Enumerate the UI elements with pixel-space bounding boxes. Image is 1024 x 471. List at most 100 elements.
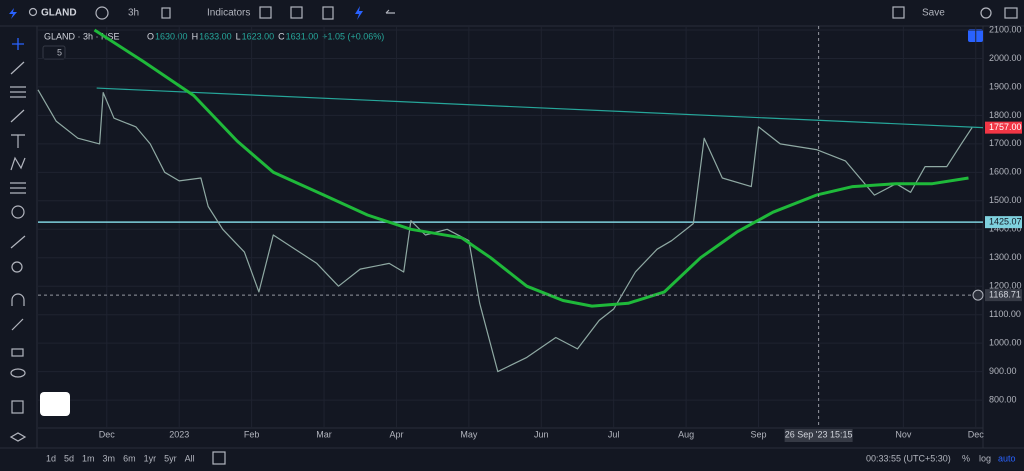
search-icon[interactable] <box>28 7 38 17</box>
x-tick-label: Apr <box>389 429 403 439</box>
interval[interactable]: 3h <box>128 8 139 19</box>
ohlc-value: 1630.00 <box>155 31 188 41</box>
y-tick-label: 900.00 <box>989 366 1017 376</box>
ohlc-key: H <box>192 31 199 41</box>
crosshair-y-label: 1168.71 <box>989 290 1021 300</box>
ohlc-key: C <box>278 31 285 41</box>
range-button[interactable]: All <box>185 453 195 463</box>
x-tick-label: 2023 <box>169 429 189 439</box>
undo-button[interactable] <box>385 9 395 14</box>
prediction-tool[interactable] <box>10 182 26 194</box>
stay-drawing-tool[interactable] <box>11 318 24 331</box>
indicator-toggle[interactable] <box>42 45 66 60</box>
y-tick-label: 2000.00 <box>989 53 1022 63</box>
change: +1.05 (+0.06%) <box>322 31 384 41</box>
auto-toggle[interactable]: auto <box>998 453 1016 463</box>
ohlc-key: O <box>147 31 154 41</box>
range-button[interactable]: 1d <box>46 453 56 463</box>
y-tick-label: 800.00 <box>989 394 1017 404</box>
range-button[interactable]: 1yr <box>144 453 157 463</box>
price-tag-label: 1757.00 <box>989 122 1022 132</box>
magnet-tool[interactable] <box>11 293 25 306</box>
y-tick-label: 1600.00 <box>989 167 1022 177</box>
hide-tool[interactable] <box>10 368 26 378</box>
y-tick-label: 1800.00 <box>989 110 1022 120</box>
crosshair-x-bg <box>784 429 853 442</box>
x-tick-label: Feb <box>244 429 260 439</box>
ohlc-value: 1633.00 <box>199 31 232 41</box>
legend-title: GLAND · 3h · NSE <box>44 31 120 41</box>
date-range-button[interactable] <box>212 451 226 465</box>
price-line <box>37 89 973 373</box>
range-button[interactable]: 6m <box>123 453 136 463</box>
y-tick-label: 1300.00 <box>989 252 1022 262</box>
measure-tool[interactable] <box>10 235 26 249</box>
trend-tool[interactable] <box>10 61 25 75</box>
ohlc-key: L <box>236 31 241 41</box>
symbol[interactable]: GLAND <box>41 8 77 19</box>
object-tree[interactable] <box>9 432 27 442</box>
y-tick-label: 1200.00 <box>989 281 1022 291</box>
screenshot-button[interactable] <box>1004 7 1018 19</box>
x-tick-label: Jul <box>608 429 620 439</box>
trash-button[interactable] <box>322 6 334 20</box>
ohlc-value: 1631.00 <box>286 31 319 41</box>
y-tick-label: 1900.00 <box>989 81 1022 91</box>
settings-button[interactable] <box>980 7 992 19</box>
add-alert[interactable] <box>972 289 984 301</box>
y-tick-label: 1500.00 <box>989 195 1022 205</box>
range-button[interactable]: 1m <box>82 453 95 463</box>
replay-button[interactable] <box>355 6 363 20</box>
clock: 00:33:55 (UTC+5:30) <box>866 453 951 463</box>
percent-toggle[interactable]: % <box>962 453 970 463</box>
x-tick-label: Mar <box>316 429 332 439</box>
bottom-bar: 1d 5d 1m 3m 6m 1yr 5yr All <box>46 453 195 463</box>
remove-tool[interactable] <box>11 400 24 414</box>
lock-tool[interactable] <box>11 348 24 357</box>
logo[interactable] <box>9 8 17 19</box>
drawing-tools <box>9 38 27 442</box>
log-toggle[interactable]: log <box>979 453 991 463</box>
price-tag-label: 1425.07 <box>989 217 1022 227</box>
pattern-tool[interactable] <box>10 156 26 171</box>
zoom-tool[interactable] <box>11 261 23 273</box>
tv-watermark <box>40 392 70 416</box>
x-tick-label: Nov <box>895 429 912 439</box>
text-tool[interactable] <box>11 134 25 148</box>
x-tick-label: Aug <box>678 429 694 439</box>
save-button[interactable]: Save <box>922 8 945 19</box>
x-tick-label: Dec <box>99 429 116 439</box>
x-tick-label: Sep <box>751 429 767 439</box>
layout-button[interactable] <box>892 6 905 19</box>
range-button[interactable]: 5yr <box>164 453 177 463</box>
compare-button[interactable] <box>95 6 109 20</box>
x-tick-label: May <box>460 429 478 439</box>
alert-button[interactable] <box>290 6 303 19</box>
indicator-count[interactable]: 5 <box>57 47 62 57</box>
crosshair-tool[interactable] <box>12 38 24 50</box>
fib-tool[interactable] <box>10 86 26 98</box>
range-button[interactable]: 5d <box>64 453 74 463</box>
trend-line <box>96 87 984 129</box>
range-button[interactable]: 3m <box>103 453 116 463</box>
price-tag <box>985 121 1022 134</box>
crosshair-y-bg <box>985 289 1022 302</box>
plot-area: 800.00 900.00 1000.00 1100.00 1200.00 1300.00… <box>37 24 1022 442</box>
chart-type-button[interactable] <box>161 7 171 19</box>
ohlc-legend: O 1630.00 H 1633.00 L 1623.00 C 1631.00 +1.05 (+… <box>147 31 384 41</box>
crosshair-x-label: 26 Sep '23 15:15 <box>785 429 853 439</box>
price-tag <box>985 216 1022 229</box>
y-tick-label: 2100.00 <box>989 24 1022 34</box>
y-tick-label: 1700.00 <box>989 138 1022 148</box>
y-tick-label: 1000.00 <box>989 338 1022 348</box>
x-tick-label: Jun <box>534 429 549 439</box>
templates-button[interactable] <box>259 6 272 19</box>
brush-tool[interactable] <box>10 109 25 123</box>
ohlc-value: 1623.00 <box>242 31 275 41</box>
moving-average <box>93 28 969 308</box>
y-tick-label: 1100.00 <box>989 309 1021 319</box>
indicators-button[interactable]: Indicators <box>207 8 250 19</box>
icon-tool[interactable] <box>11 205 25 219</box>
